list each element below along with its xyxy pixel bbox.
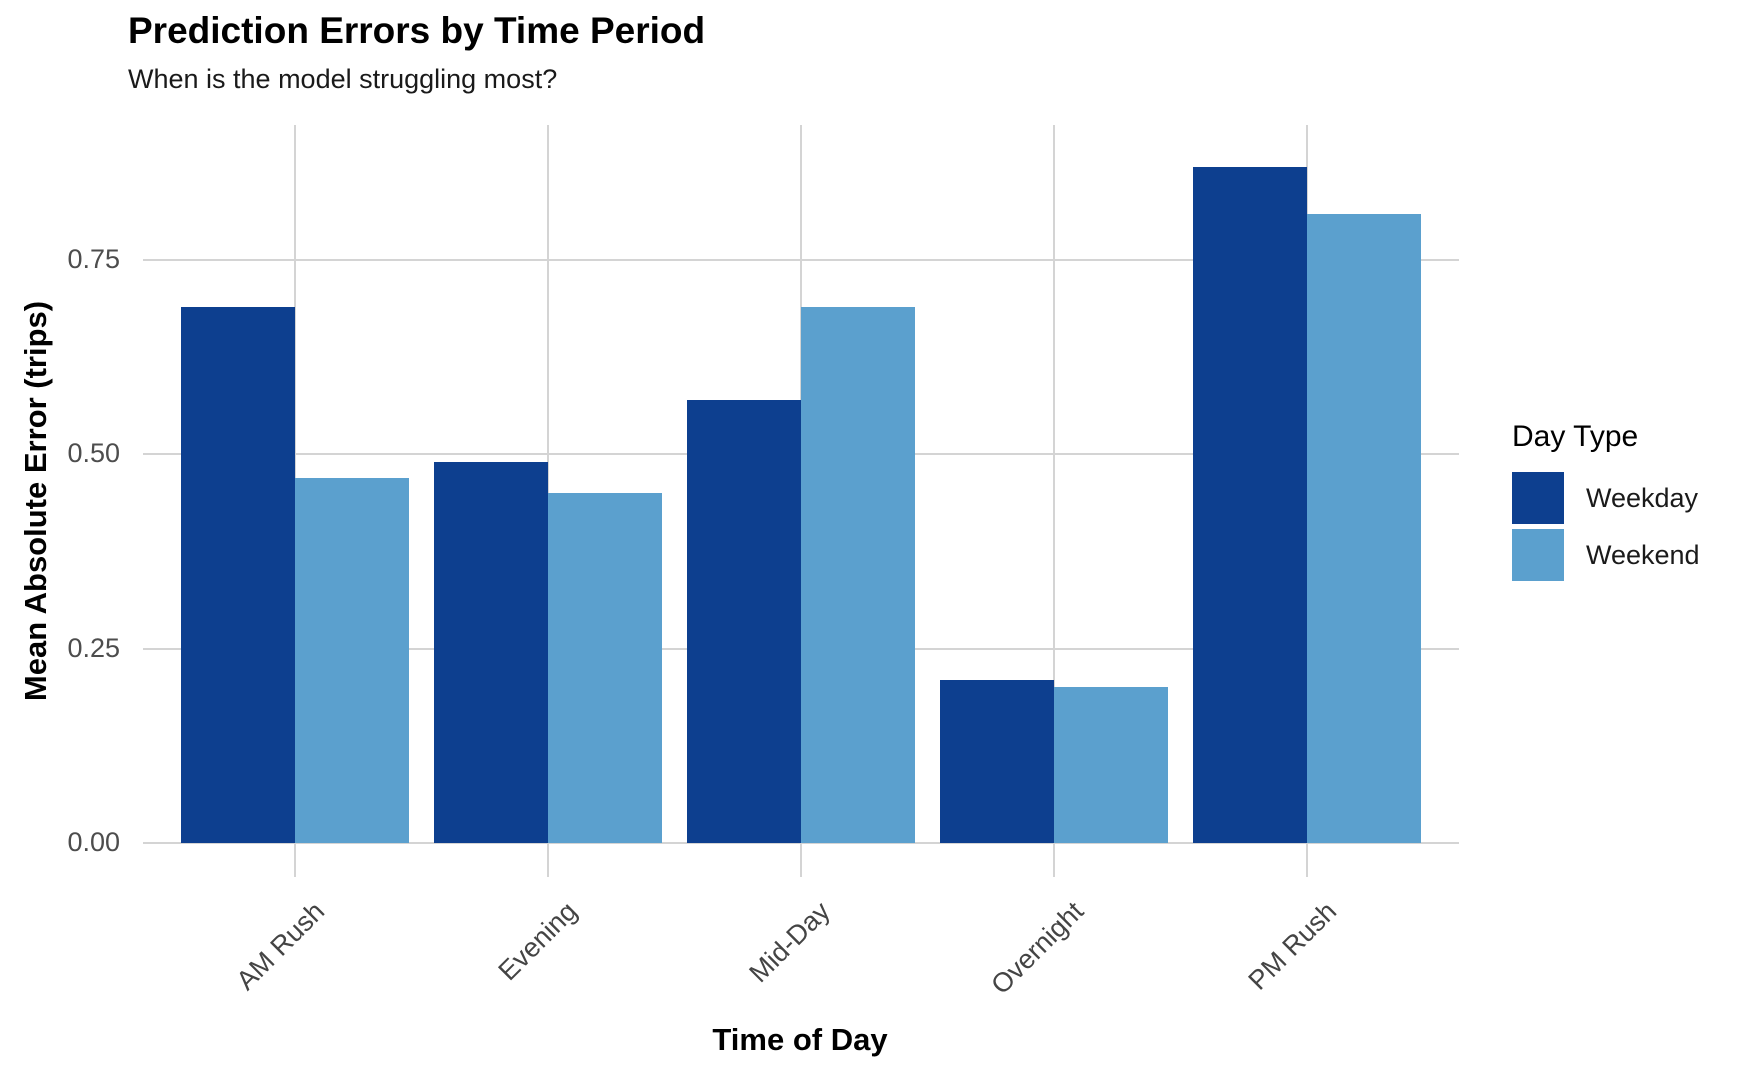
bar-overnight-weekend	[1054, 687, 1169, 843]
legend-label-weekend: Weekend	[1586, 539, 1700, 570]
legend-swatch-weekend	[1512, 529, 1564, 581]
x-tick-label-pm-rush: PM Rush	[1242, 896, 1343, 996]
x-tick-label-am-rush: AM Rush	[230, 896, 331, 996]
bar-overnight-weekday	[940, 679, 1055, 843]
bar-pm-rush-weekday	[1193, 166, 1308, 843]
bar-am-rush-weekend	[294, 477, 409, 843]
bar-am-rush-weekday	[180, 306, 295, 843]
legend: Day Type Weekday Weekend	[1512, 420, 1700, 586]
x-tick-label-overnight: Overnight	[985, 896, 1090, 1000]
y-tick-label-0.50: 0.50	[67, 438, 120, 469]
legend-entry-weekend: Weekend	[1512, 529, 1700, 581]
x-gridline-overnight	[1053, 125, 1056, 877]
bar-mid-day-weekday	[687, 400, 801, 843]
y-axis-title: Mean Absolute Error (trips)	[18, 300, 53, 702]
bar-pm-rush-weekend	[1307, 213, 1422, 843]
legend-entry-weekday: Weekday	[1512, 472, 1700, 524]
x-tick-label-evening: Evening	[492, 896, 583, 987]
y-tick-label-0.00: 0.00	[67, 826, 120, 857]
y-tick-label-0.75: 0.75	[67, 244, 120, 275]
x-axis-title: Time of Day	[712, 1022, 888, 1057]
chart-title: Prediction Errors by Time Period	[128, 10, 706, 51]
legend-label-weekday: Weekday	[1586, 482, 1699, 513]
chart-subtitle: When is the model struggling most?	[128, 64, 558, 94]
legend-swatch-weekday	[1512, 472, 1564, 524]
y-tick-label-0.25: 0.25	[67, 632, 120, 663]
x-tick-label-mid-day: Mid-Day	[743, 896, 836, 989]
bar-evening-weekend	[547, 493, 662, 843]
bar-mid-day-weekend	[801, 306, 915, 843]
legend-title: Day Type	[1512, 420, 1639, 453]
bar-evening-weekday	[433, 462, 548, 843]
